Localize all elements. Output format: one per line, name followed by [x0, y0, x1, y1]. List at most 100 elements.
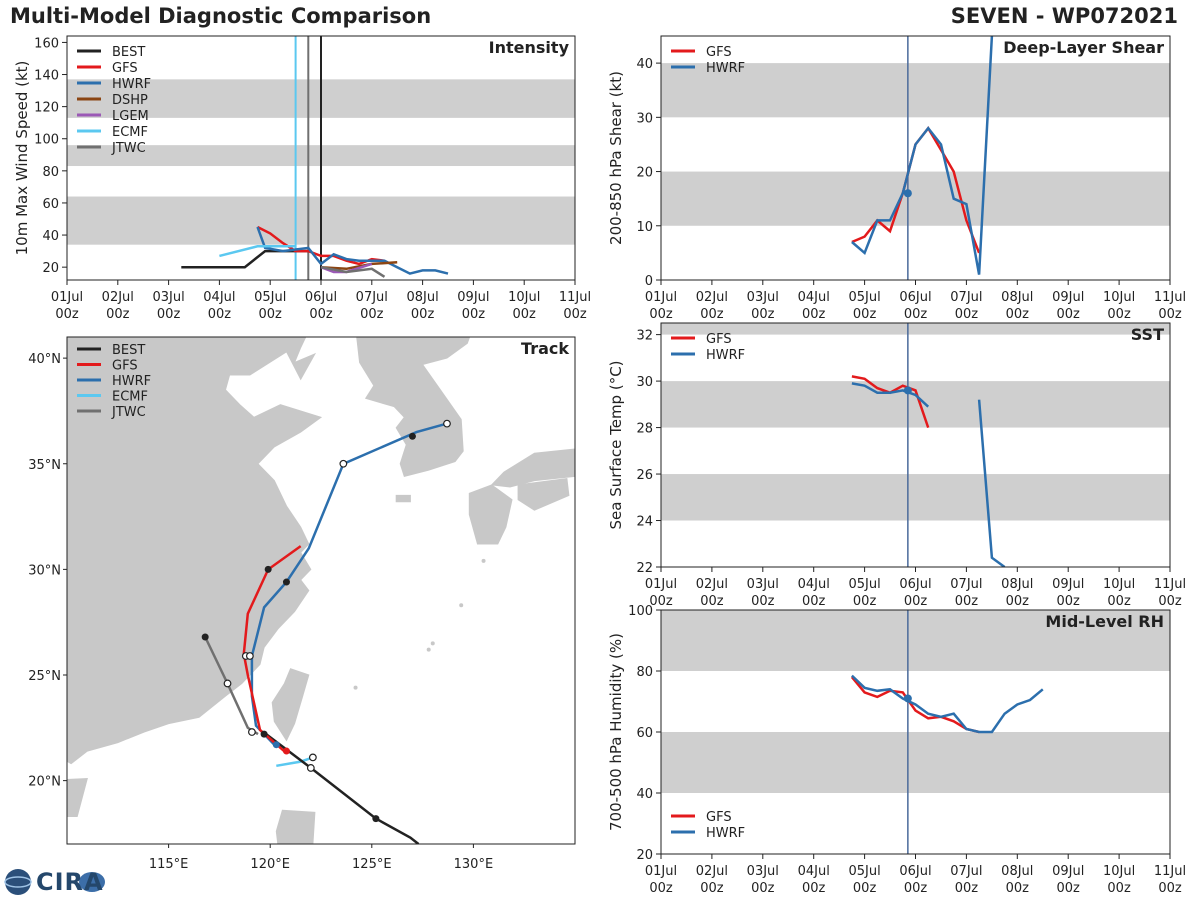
current-marker	[903, 694, 912, 703]
legend-label-ecmf: ECMF	[112, 125, 148, 140]
x-tick-label-hour: 00z	[1107, 307, 1131, 322]
y-axis-label: 700-500 hPa Humidity (%)	[607, 633, 625, 831]
x-tick-label-day: 07Jul	[950, 864, 982, 879]
x-tick-label-day: 07Jul	[950, 577, 982, 592]
x-tick-label-day: 04Jul	[798, 290, 830, 305]
x-tick-label-hour: 00z	[853, 307, 877, 322]
x-tick-label-day: 07Jul	[950, 290, 982, 305]
plot-area	[850, 610, 1044, 854]
y-tick-label: 40	[636, 787, 653, 802]
x-tick-label-hour: 00z	[802, 881, 826, 896]
x-tick-label-day: 05Jul	[254, 290, 286, 305]
lon-tick-label: 115°E	[149, 857, 189, 872]
x-tick-label-hour: 00z	[309, 307, 333, 322]
x-tick-label-hour: 00z	[751, 594, 775, 609]
y-tick-label: 140	[34, 69, 59, 84]
x-tick-label-hour: 00z	[802, 594, 826, 609]
y-tick-label: 60	[42, 197, 59, 212]
x-tick-label-day: 02Jul	[696, 290, 728, 305]
shaded-band	[661, 381, 1170, 428]
y-tick-label: 28	[636, 422, 653, 437]
y-tick-label: 120	[34, 101, 59, 116]
shaded-band	[661, 610, 1170, 671]
y-tick-label: 26	[636, 468, 653, 483]
series-gfs	[256, 225, 385, 266]
x-tick-label-day: 03Jul	[747, 290, 779, 305]
y-axis-label: 200-850 hPa Shear (kt)	[607, 71, 625, 245]
x-tick-label-hour: 00z	[1158, 307, 1182, 322]
y-tick-label: 20	[42, 261, 59, 276]
x-tick-label-day: 06Jul	[899, 577, 931, 592]
x-tick-label-hour: 00z	[55, 307, 79, 322]
map-frame	[66, 336, 576, 845]
panel-title: SST	[1131, 325, 1164, 344]
series-hwrf	[256, 226, 449, 275]
x-tick-label-hour: 00z	[751, 307, 775, 322]
land-kyushu	[468, 484, 513, 545]
x-tick-label-hour: 00z	[1158, 594, 1182, 609]
x-tick-label-day: 11Jul	[559, 290, 591, 305]
x-tick-label-day: 06Jul	[305, 290, 337, 305]
series-hwrf	[851, 674, 1044, 734]
series-hwrf	[977, 399, 1006, 567]
x-tick-label-day: 01Jul	[645, 577, 677, 592]
x-tick-label-hour: 00z	[904, 307, 928, 322]
plot-area	[851, 323, 1006, 567]
x-tick-label-hour: 00z	[157, 307, 181, 322]
x-tick-label-hour: 00z	[1057, 881, 1081, 896]
y-tick-label: 40	[42, 229, 59, 244]
x-tick-label-hour: 00z	[513, 307, 537, 322]
panel-intensity: 20 40 60 80 100 120 140 160 01Jul 00z 02Jul 00z 03Ju…	[13, 35, 591, 322]
x-tick-label-day: 11Jul	[1154, 290, 1186, 305]
lon-tick-label: 130°E	[454, 857, 494, 872]
x-tick-label-day: 09Jul	[1052, 577, 1084, 592]
land-islet	[426, 647, 431, 652]
land-islet	[430, 641, 435, 646]
x-tick-label-day: 01Jul	[645, 290, 677, 305]
x-tick-label-day: 08Jul	[1001, 864, 1033, 879]
series-hwrf	[851, 36, 994, 275]
legend-label-best: BEST	[112, 45, 145, 60]
x-tick-label-hour: 00z	[955, 307, 979, 322]
legend-label-gfs: GFS	[706, 332, 732, 347]
x-tick-label-day: 08Jul	[1001, 290, 1033, 305]
x-tick-label-hour: 00z	[462, 307, 486, 322]
legend-label-hwrf: HWRF	[112, 374, 151, 389]
x-tick-label-day: 03Jul	[152, 290, 184, 305]
track-marker-open	[308, 753, 317, 762]
track-marker-open	[223, 679, 232, 688]
y-tick-label: 0	[645, 274, 653, 289]
current-marker	[903, 189, 912, 198]
track-marker-open	[306, 764, 315, 772]
series-hwrf	[851, 382, 930, 408]
track-marker-open	[245, 652, 254, 660]
legend-label-gfs: GFS	[112, 61, 138, 76]
x-tick-label-hour: 00z	[853, 594, 877, 609]
panel-track: 115°E 120°E 125°E 130°E 20°N 25°N 30°N 35°N 40°N…	[28, 336, 576, 872]
x-tick-label-day: 10Jul	[1103, 864, 1135, 879]
x-tick-label-hour: 00z	[563, 307, 587, 322]
x-tick-label-day: 05Jul	[848, 577, 880, 592]
y-tick-label: 100	[34, 133, 59, 148]
x-tick-label-hour: 00z	[904, 594, 928, 609]
x-tick-label-hour: 00z	[1107, 594, 1131, 609]
y-tick-label: 32	[636, 329, 653, 344]
y-tick-label: 80	[636, 665, 653, 680]
x-tick-label-hour: 00z	[1158, 881, 1182, 896]
land-hainan	[67, 777, 88, 817]
panel-title: Track	[521, 339, 569, 358]
x-tick-label-hour: 00z	[700, 307, 724, 322]
x-tick-label-day: 08Jul	[1001, 577, 1033, 592]
series-best	[181, 249, 309, 269]
x-tick-label-day: 04Jul	[798, 577, 830, 592]
land-islet	[459, 603, 464, 608]
x-tick-label-hour: 00z	[106, 307, 130, 322]
land-luzon	[275, 809, 316, 844]
panel-title: Mid-Level RH	[1045, 612, 1164, 631]
x-tick-label-day: 04Jul	[798, 864, 830, 879]
y-tick-label: 100	[628, 604, 653, 619]
x-tick-label-hour: 00z	[1006, 307, 1030, 322]
shaded-band	[661, 63, 1170, 118]
plot-area	[181, 36, 449, 280]
